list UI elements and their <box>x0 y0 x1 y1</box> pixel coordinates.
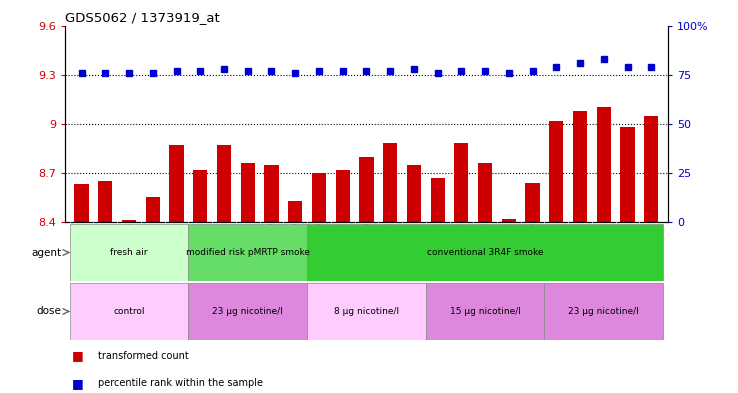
Bar <box>549 121 563 222</box>
Text: GSM1217195: GSM1217195 <box>530 222 536 266</box>
Bar <box>407 165 421 222</box>
Bar <box>122 220 136 222</box>
Text: GSM1217199: GSM1217199 <box>387 222 393 266</box>
Text: GSM1217203: GSM1217203 <box>601 222 607 266</box>
Bar <box>426 283 545 340</box>
Bar <box>383 143 397 222</box>
Text: GSM1217183: GSM1217183 <box>126 222 132 266</box>
Text: conventional 3R4F smoke: conventional 3R4F smoke <box>427 248 543 257</box>
Text: control: control <box>114 307 145 316</box>
Bar <box>312 173 326 222</box>
Text: GSM1217188: GSM1217188 <box>245 222 251 266</box>
Text: GSM1217181: GSM1217181 <box>78 222 85 266</box>
Text: ■: ■ <box>72 349 84 362</box>
Bar <box>502 219 516 222</box>
Bar <box>145 198 160 222</box>
Text: GSM1217197: GSM1217197 <box>339 222 345 266</box>
Text: GSM1217200: GSM1217200 <box>411 222 417 267</box>
Bar <box>359 156 373 222</box>
Bar <box>241 163 255 222</box>
Text: GDS5062 / 1373919_at: GDS5062 / 1373919_at <box>65 11 220 24</box>
Text: GSM1217182: GSM1217182 <box>103 222 108 266</box>
Bar <box>455 143 469 222</box>
Bar <box>621 127 635 222</box>
Text: ■: ■ <box>72 376 84 390</box>
Text: GSM1217202: GSM1217202 <box>577 222 583 267</box>
Text: percentile rank within the sample: percentile rank within the sample <box>98 378 263 388</box>
Text: 15 µg nicotine/l: 15 µg nicotine/l <box>449 307 520 316</box>
Text: agent: agent <box>31 248 61 257</box>
Bar <box>188 283 307 340</box>
Bar <box>597 107 611 222</box>
Text: GSM1217184: GSM1217184 <box>150 222 156 266</box>
Text: GSM1217187: GSM1217187 <box>221 222 227 266</box>
Bar <box>98 181 112 222</box>
Text: dose: dose <box>36 307 61 316</box>
Text: GSM1217185: GSM1217185 <box>173 222 179 266</box>
Bar <box>69 283 188 340</box>
Bar <box>336 170 350 222</box>
Text: GSM1217201: GSM1217201 <box>554 222 559 266</box>
Text: GSM1217196: GSM1217196 <box>316 222 322 266</box>
Bar <box>170 145 184 222</box>
Bar <box>478 163 492 222</box>
Text: GSM1217204: GSM1217204 <box>624 222 630 267</box>
Text: fresh air: fresh air <box>110 248 148 257</box>
Bar <box>307 224 663 281</box>
Bar <box>193 170 207 222</box>
Bar <box>188 224 307 281</box>
Text: GSM1217189: GSM1217189 <box>269 222 275 266</box>
Bar <box>525 183 539 222</box>
Text: 8 µg nicotine/l: 8 µg nicotine/l <box>334 307 399 316</box>
Bar <box>307 283 426 340</box>
Bar <box>69 224 188 281</box>
Text: GSM1217194: GSM1217194 <box>506 222 512 266</box>
Text: GSM1217198: GSM1217198 <box>363 222 370 266</box>
Bar <box>75 184 89 222</box>
Bar <box>644 116 658 222</box>
Bar <box>430 178 445 222</box>
Text: transformed count: transformed count <box>98 351 189 361</box>
Text: 23 µg nicotine/l: 23 µg nicotine/l <box>568 307 639 316</box>
Bar <box>264 165 278 222</box>
Bar <box>545 283 663 340</box>
Text: GSM1217186: GSM1217186 <box>197 222 203 266</box>
Text: GSM1217191: GSM1217191 <box>435 222 441 266</box>
Bar <box>288 201 303 222</box>
Text: GSM1217205: GSM1217205 <box>648 222 655 267</box>
Text: GSM1217192: GSM1217192 <box>458 222 464 266</box>
Text: 23 µg nicotine/l: 23 µg nicotine/l <box>213 307 283 316</box>
Bar <box>217 145 231 222</box>
Text: modified risk pMRTP smoke: modified risk pMRTP smoke <box>186 248 310 257</box>
Text: GSM1217190: GSM1217190 <box>292 222 298 266</box>
Text: GSM1217193: GSM1217193 <box>482 222 488 266</box>
Bar <box>573 111 587 222</box>
